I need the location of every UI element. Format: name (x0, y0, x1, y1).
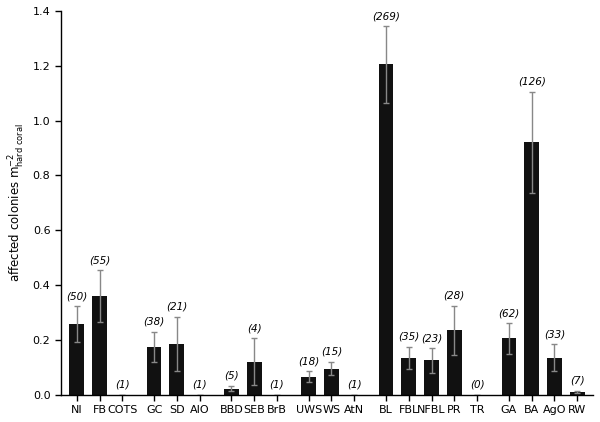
Text: (21): (21) (166, 302, 187, 311)
Text: (4): (4) (247, 324, 262, 333)
Bar (424, 360, 439, 395)
Text: (18): (18) (298, 357, 319, 366)
Text: (5): (5) (224, 371, 239, 381)
Bar (147, 347, 161, 395)
Text: (269): (269) (372, 11, 400, 21)
Bar (324, 368, 339, 395)
Text: (1): (1) (192, 380, 207, 390)
Text: (7): (7) (570, 376, 584, 386)
Text: (126): (126) (518, 77, 545, 87)
Text: (33): (33) (544, 329, 565, 339)
Text: (35): (35) (398, 332, 419, 342)
Bar (502, 338, 516, 395)
Bar (70, 324, 84, 395)
Text: (1): (1) (269, 380, 284, 390)
Bar (570, 392, 584, 395)
Bar (447, 330, 462, 395)
Bar (524, 143, 539, 395)
Bar (301, 377, 316, 395)
Y-axis label: affected colonies m$^{-2}_{\mathrm{hard\ coral}}$: affected colonies m$^{-2}_{\mathrm{hard\… (7, 124, 27, 282)
Bar (401, 357, 416, 395)
Text: (23): (23) (421, 333, 442, 343)
Text: (38): (38) (143, 316, 165, 327)
Text: (50): (50) (66, 291, 88, 301)
Text: (62): (62) (498, 308, 520, 319)
Bar (169, 344, 184, 395)
Text: (55): (55) (89, 255, 110, 265)
Bar (92, 296, 107, 395)
Text: (0): (0) (470, 380, 484, 390)
Bar (224, 389, 239, 395)
Text: (15): (15) (321, 347, 342, 357)
Text: (28): (28) (443, 291, 465, 300)
Bar (547, 357, 562, 395)
Text: (1): (1) (115, 380, 130, 390)
Bar (247, 362, 262, 395)
Text: (1): (1) (347, 380, 362, 390)
Bar (379, 65, 394, 395)
